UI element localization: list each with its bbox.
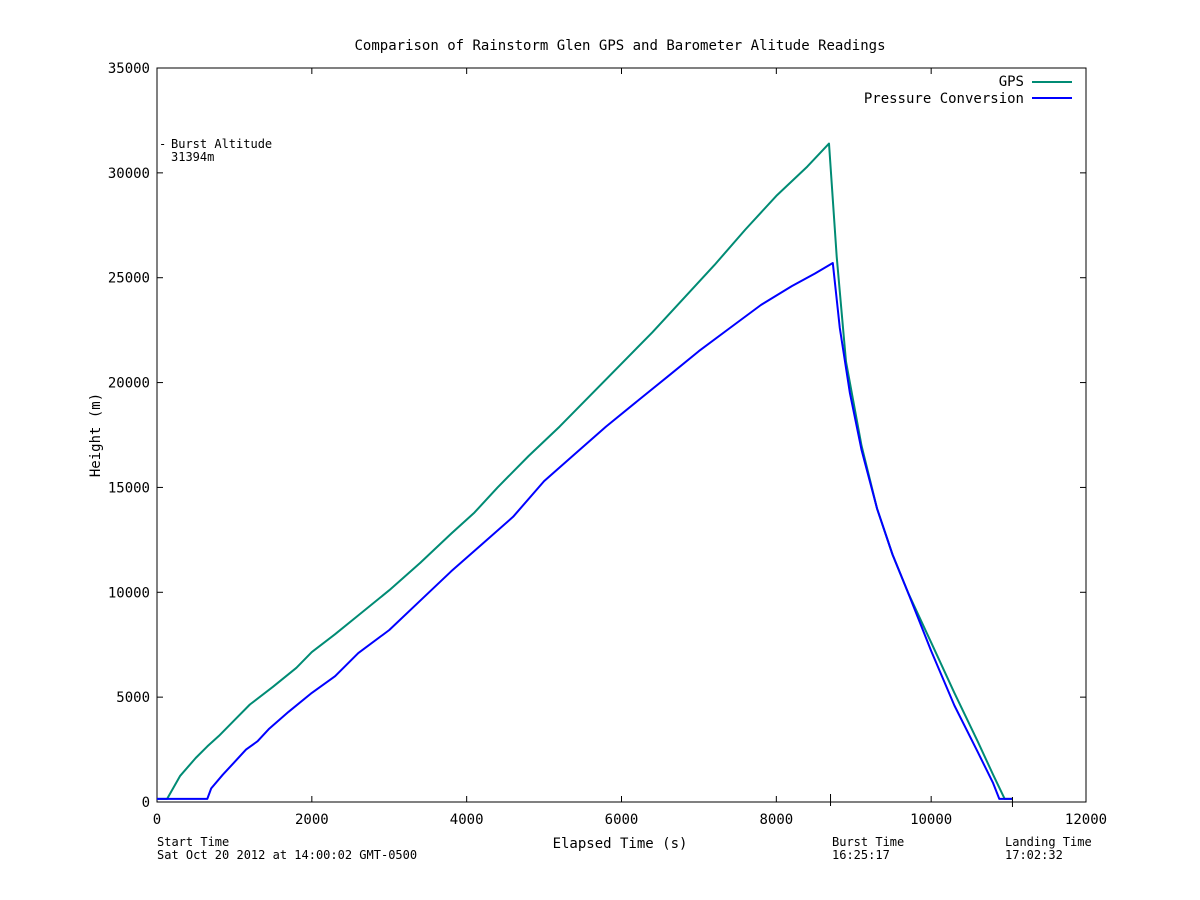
y-tick-label: 15000 [108, 480, 150, 496]
y-tick-label: 30000 [108, 166, 150, 182]
y-tick-label: 0 [142, 795, 150, 811]
x-tick-label: 8000 [759, 812, 793, 828]
start-time-label: Start Time [157, 835, 229, 849]
y-axis-label: Height (m) [88, 393, 104, 477]
landing-time-label: Landing Time [1005, 835, 1092, 849]
y-axis-ticks: 0 5000 10000 15000 20000 25000 30000 35000 [108, 61, 1086, 811]
plot-area [156, 67, 1087, 803]
legend-label-pressure: Pressure Conversion [864, 91, 1024, 107]
x-tick-label: 12000 [1065, 812, 1107, 828]
landing-time-value: 17:02:32 [1005, 848, 1063, 862]
x-tick-label: 2000 [295, 812, 329, 828]
landing-time-annotation: Landing Time 17:02:32 [1005, 835, 1092, 862]
y-tick-label: 10000 [108, 585, 150, 601]
series-line-gps [157, 142, 1013, 800]
burst-altitude-annotation: - Burst Altitude 31394m [159, 137, 272, 164]
legend-label-gps: GPS [999, 74, 1024, 90]
burst-altitude-label: Burst Altitude [171, 137, 272, 151]
y-tick-label: 5000 [116, 690, 150, 706]
legend: GPS Pressure Conversion [864, 74, 1072, 107]
series-line-pressure [157, 262, 1013, 800]
x-tick-label: 6000 [605, 812, 639, 828]
svg-text:-: - [159, 137, 166, 151]
burst-time-annotation: Burst Time 16:25:17 [832, 835, 904, 862]
start-time-annotation: Start Time Sat Oct 20 2012 at 14:00:02 G… [157, 835, 417, 862]
burst-time-label: Burst Time [832, 835, 904, 849]
x-tick-label: 0 [153, 812, 161, 828]
x-axis-ticks: 0 2000 4000 6000 8000 10000 12000 [153, 68, 1107, 828]
event-markers [830, 794, 1018, 807]
y-tick-label: 25000 [108, 271, 150, 287]
x-tick-label: 10000 [910, 812, 952, 828]
burst-time-value: 16:25:17 [832, 848, 890, 862]
y-tick-label: 20000 [108, 376, 150, 392]
x-axis-label: Elapsed Time (s) [553, 836, 688, 852]
burst-altitude-value: 31394m [171, 150, 214, 164]
start-time-value: Sat Oct 20 2012 at 14:00:02 GMT-0500 [157, 848, 417, 862]
y-tick-label: 35000 [108, 61, 150, 77]
chart-title: Comparison of Rainstorm Glen GPS and Bar… [354, 38, 885, 54]
x-tick-label: 4000 [450, 812, 484, 828]
series-lines [157, 142, 1013, 800]
